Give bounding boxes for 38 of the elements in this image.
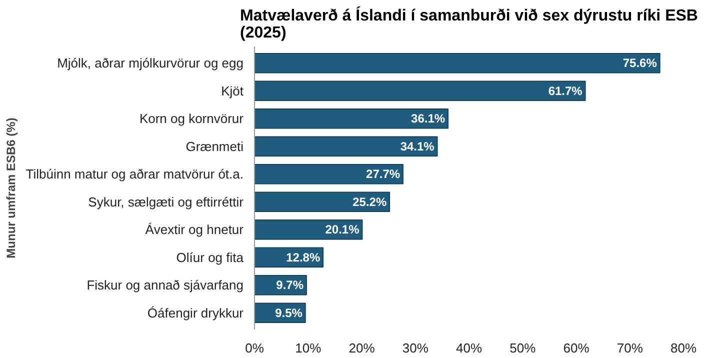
data-label: 61.7% <box>548 84 583 98</box>
y-tick-label: Tilbúinn matur og aðrar matvörur ót.a. <box>26 166 244 182</box>
x-tick-label: 80% <box>670 340 697 356</box>
y-tick-label: Korn og kornvörur <box>139 111 244 126</box>
data-label: 34.1% <box>400 139 435 154</box>
bar <box>254 136 438 156</box>
bar <box>254 108 448 129</box>
x-tick-label: 50% <box>510 340 536 356</box>
bar <box>254 53 660 74</box>
y-axis-title: Munur umfram ESB6 (%) <box>4 118 18 258</box>
y-tick-label: Olíur og fita <box>176 250 244 265</box>
bar <box>254 192 390 212</box>
y-tick-label: Mjólk, aðrar mjólkurvörur og egg <box>57 56 244 71</box>
y-tick-label: Kjöt <box>221 83 244 98</box>
y-tick-label: Ávextir og hnetur <box>145 222 244 238</box>
x-tick-label: 40% <box>456 340 482 356</box>
bar <box>254 164 404 184</box>
data-label: 20.1% <box>325 222 360 237</box>
chart-title: Matvælaverð á Íslandi í samanburði við sex dýrustu ríki ESB (2025) <box>240 6 698 42</box>
data-label: 27.7% <box>366 167 400 182</box>
data-label: 9.7% <box>276 278 304 292</box>
x-tick-label: 0% <box>245 340 264 356</box>
data-label: 25.2% <box>352 194 387 209</box>
x-tick-label: 70% <box>616 340 644 356</box>
x-tick-label: 10% <box>295 340 322 356</box>
data-label: 75.6% <box>622 56 658 70</box>
bar <box>254 80 586 102</box>
bar <box>254 220 363 240</box>
data-label: 9.5% <box>275 306 303 320</box>
y-tick-label: Sykur, sælgæti og eftirréttir <box>88 194 244 210</box>
x-tick-label: 30% <box>402 340 429 356</box>
x-tick-label: 20% <box>348 340 376 356</box>
y-tick-label: Grænmeti <box>186 138 244 154</box>
y-tick-label: Óáfengir drykkur <box>147 305 244 320</box>
data-label: 12.8% <box>286 250 320 264</box>
data-label: 36.1% <box>411 112 446 126</box>
y-tick-label: Fiskur og annað sjávarfang <box>86 278 244 293</box>
x-tick-label: 60% <box>563 340 590 356</box>
